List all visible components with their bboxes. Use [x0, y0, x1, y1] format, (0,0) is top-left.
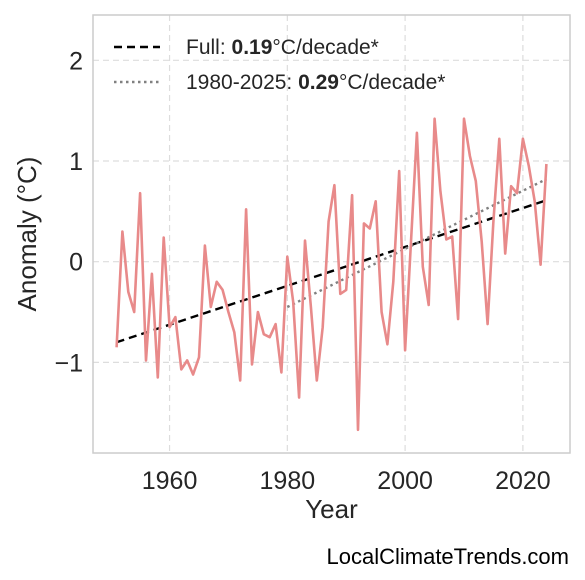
x-tick-label: 1980 [260, 467, 316, 495]
watermark: LocalClimateTrends.com [326, 544, 570, 569]
legend: Full: 0.19°C/decade* 1980-2025: 0.29°C/de… [114, 36, 445, 94]
x-tick-label: 2020 [495, 467, 551, 495]
legend-label-full: Full: 0.19°C/decade* [186, 36, 379, 59]
y-axis-ticks: −1 0 1 2 [54, 47, 83, 377]
full-trend-line [116, 199, 547, 344]
y-tick-label: 1 [69, 148, 83, 176]
grid [93, 15, 570, 453]
y-axis-label: Anomaly (°C) [12, 157, 42, 312]
legend-label-recent: 1980-2025: 0.29°C/decade* [186, 71, 445, 94]
y-tick-label: 0 [69, 249, 83, 277]
x-tick-label: 1960 [142, 467, 198, 495]
y-tick-label: 2 [69, 47, 83, 75]
plot-frame [92, 14, 571, 454]
anomaly-series-line [115, 117, 548, 432]
x-axis-ticks: 1960 1980 2000 2020 [142, 467, 551, 495]
x-tick-label: 2000 [377, 467, 433, 495]
y-tick-label: −1 [54, 349, 83, 377]
data-series [115, 117, 548, 432]
x-axis-label: Year [305, 494, 358, 524]
